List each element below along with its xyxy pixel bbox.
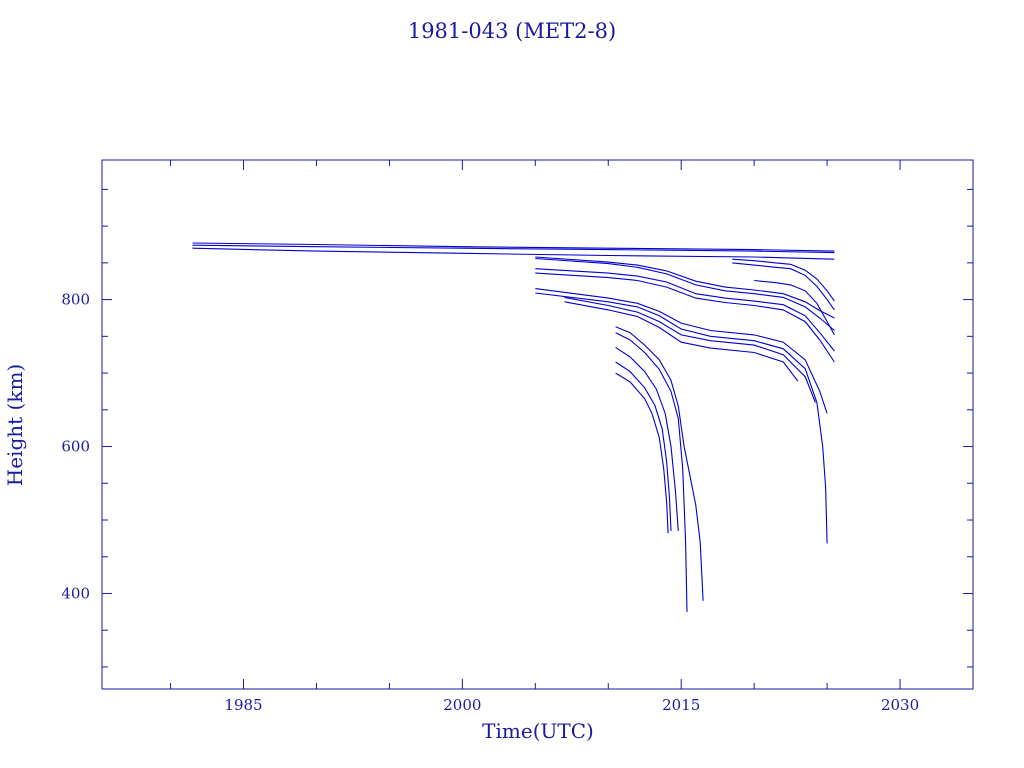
series-line-14	[615, 346, 679, 532]
series-line-6	[535, 268, 835, 352]
series-line-4	[535, 256, 835, 319]
x-tick-labels: 1985 2000 2015 2030	[224, 696, 919, 714]
series-line-11	[564, 301, 799, 382]
y-tick-label: 800	[61, 291, 90, 309]
y-tick-labels: 400 600 800	[61, 291, 90, 603]
series-line-15	[615, 361, 672, 532]
series-line-16	[615, 372, 669, 534]
series-line-10	[564, 296, 816, 403]
series-line-9	[535, 292, 828, 544]
x-tick-label: 2015	[662, 696, 700, 714]
plot-frame	[101, 159, 974, 690]
series-line-12	[615, 326, 704, 601]
series-line-5	[535, 257, 835, 331]
y-tick-label: 600	[61, 438, 90, 456]
series-line-7	[535, 272, 835, 363]
y-tick-label: 400	[61, 584, 90, 602]
series-group	[192, 242, 835, 612]
series-line-17	[732, 258, 835, 302]
x-tick-label: 1985	[224, 696, 262, 714]
x-axis-label: Time(UTC)	[482, 719, 594, 743]
x-tick-label: 2000	[443, 696, 481, 714]
series-line-13	[615, 332, 688, 612]
y-axis-label: Height (km)	[3, 364, 27, 486]
series-line-2	[192, 244, 835, 254]
series-line-1	[192, 242, 835, 252]
x-tick-label: 2030	[881, 696, 919, 714]
series-line-3	[192, 247, 835, 260]
series-line-19	[754, 279, 835, 336]
series-line-8	[535, 288, 828, 414]
axis-ticks	[102, 160, 974, 689]
chart-title: 1981-043 (MET2-8)	[408, 19, 616, 43]
series-line-18	[732, 262, 835, 311]
